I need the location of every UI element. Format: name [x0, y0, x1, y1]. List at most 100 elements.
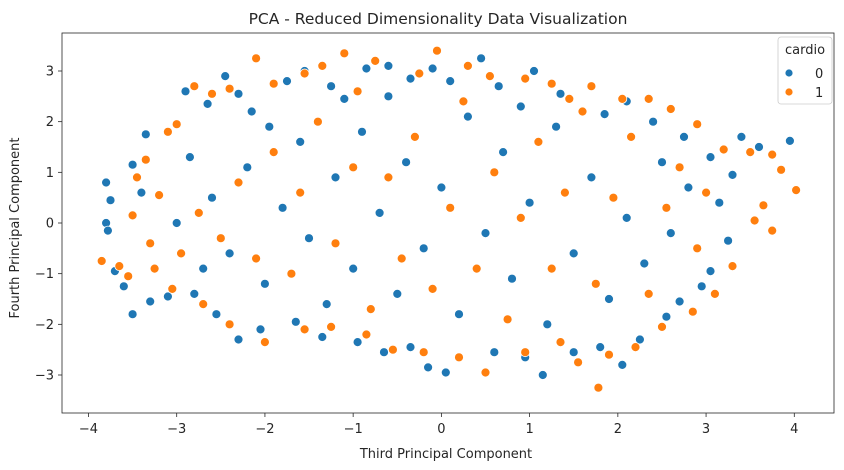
point-cardio-0 — [440, 367, 451, 378]
point-cardio-0 — [326, 81, 337, 92]
point-cardio-0 — [180, 86, 191, 97]
point-cardio-0 — [383, 91, 394, 102]
point-cardio-0 — [436, 182, 447, 193]
point-cardio-0 — [118, 281, 129, 292]
point-cardio-1 — [361, 329, 372, 340]
point-cardio-0 — [405, 73, 416, 84]
y-tick-label: −3 — [35, 369, 54, 384]
point-cardio-1 — [414, 68, 425, 79]
point-cardio-1 — [480, 367, 491, 378]
point-cardio-1 — [215, 233, 226, 244]
point-cardio-0 — [255, 324, 266, 335]
y-tick-label: −1 — [35, 267, 54, 282]
point-cardio-1 — [233, 177, 244, 188]
legend: cardio 0 1 — [777, 36, 833, 105]
point-cardio-1 — [776, 164, 786, 175]
point-cardio-0 — [679, 131, 689, 142]
point-cardio-1 — [259, 337, 270, 348]
point-cardio-0 — [352, 337, 363, 348]
x-tick-label: 4 — [790, 422, 798, 437]
point-cardio-1 — [458, 96, 469, 107]
point-cardio-1 — [502, 314, 513, 325]
point-cardio-1 — [489, 167, 500, 178]
point-cardio-0 — [198, 263, 209, 274]
point-cardio-0 — [207, 192, 217, 203]
point-cardio-1 — [573, 357, 583, 368]
point-cardio-0 — [621, 212, 632, 223]
point-cardio-1 — [140, 154, 151, 165]
point-cardio-1 — [520, 347, 531, 358]
y-tick-label: −2 — [35, 318, 54, 333]
point-cardio-0 — [282, 76, 292, 86]
point-cardio-0 — [476, 53, 487, 64]
point-cardio-0 — [639, 258, 650, 269]
point-cardio-0 — [220, 71, 231, 81]
point-cardio-1 — [189, 81, 200, 92]
chart-title: PCA - Reduced Dimensionality Data Visual… — [249, 10, 628, 28]
point-cardio-1 — [348, 162, 359, 173]
x-tick-label: −3 — [167, 422, 186, 437]
point-cardio-0 — [379, 347, 389, 358]
y-tick-label: 3 — [46, 65, 54, 80]
point-cardio-0 — [401, 157, 412, 168]
legend-marker-0 — [784, 68, 794, 78]
point-cardio-1 — [630, 342, 641, 353]
point-cardio-0 — [127, 159, 138, 170]
point-cardio-0 — [657, 157, 667, 168]
point-cardio-0 — [736, 131, 747, 142]
point-cardio-0 — [723, 235, 733, 246]
point-cardio-0 — [290, 316, 301, 327]
x-tick-label: 1 — [525, 422, 533, 437]
point-cardio-1 — [692, 243, 703, 254]
point-cardio-1 — [299, 68, 310, 79]
point-cardio-0 — [489, 347, 500, 358]
point-cardio-1 — [251, 53, 262, 64]
y-tick-label: 1 — [46, 166, 54, 181]
point-cardio-1 — [665, 104, 676, 114]
point-cardio-1 — [427, 283, 438, 294]
point-cardio-0 — [374, 207, 385, 218]
point-cardio-1 — [727, 261, 738, 272]
point-cardio-0 — [304, 233, 314, 244]
point-cardio-1 — [718, 144, 729, 155]
point-cardio-0 — [339, 94, 350, 104]
point-cardio-0 — [537, 370, 548, 380]
point-cardio-1 — [749, 215, 760, 226]
point-cardio-1 — [657, 321, 667, 332]
point-cardio-1 — [590, 278, 601, 289]
point-cardio-1 — [564, 94, 575, 104]
point-cardio-1 — [326, 321, 337, 332]
point-cardio-1 — [745, 147, 756, 158]
point-cardio-1 — [114, 261, 125, 272]
point-cardio-0 — [555, 88, 566, 99]
point-cardio-1 — [317, 61, 328, 71]
point-cardio-1 — [604, 349, 614, 360]
point-cardio-1 — [224, 319, 235, 330]
x-tick-label: −1 — [344, 422, 363, 437]
point-cardio-0 — [162, 291, 173, 302]
point-cardio-0 — [140, 129, 151, 140]
point-cardio-1 — [687, 306, 698, 317]
point-cardio-0 — [568, 248, 579, 259]
point-cardio-1 — [198, 299, 209, 310]
point-cardio-1 — [767, 149, 778, 160]
point-cardio-0 — [551, 121, 561, 132]
point-cardio-1 — [127, 210, 138, 221]
point-cardio-0 — [136, 187, 147, 198]
point-cardio-1 — [207, 88, 217, 99]
point-cardio-1 — [520, 73, 531, 84]
point-cardio-1 — [418, 347, 429, 358]
points-layer — [96, 45, 801, 393]
point-cardio-0 — [264, 121, 275, 132]
point-cardio-1 — [767, 225, 778, 236]
point-cardio-1 — [445, 202, 456, 213]
point-cardio-0 — [233, 334, 244, 345]
point-cardio-1 — [286, 268, 297, 279]
point-cardio-0 — [423, 362, 434, 373]
point-cardio-0 — [171, 218, 182, 228]
point-cardio-1 — [154, 190, 165, 201]
x-axis: −4 −3 −2 −1 0 1 2 3 4 — [79, 413, 798, 437]
point-cardio-0 — [233, 88, 244, 99]
point-cardio-0 — [515, 101, 526, 112]
